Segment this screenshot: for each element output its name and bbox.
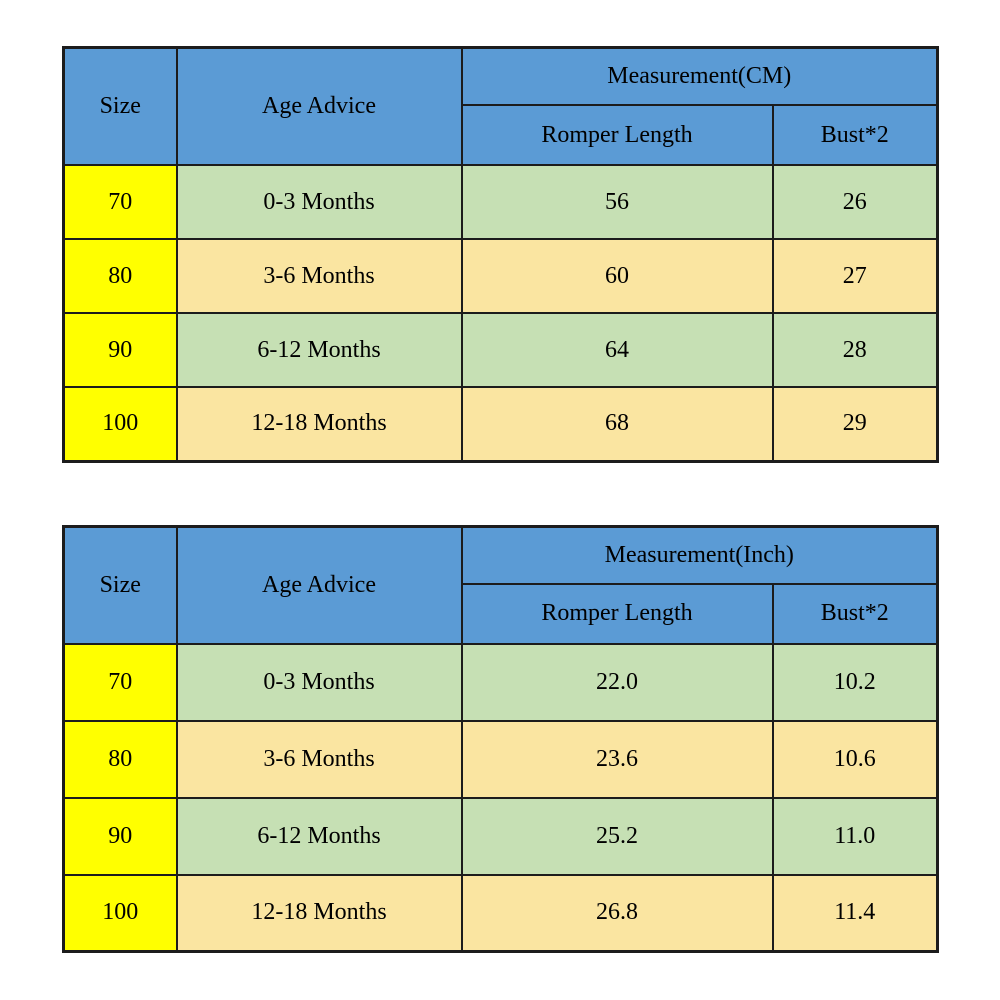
table-row: 90 6-12 Months 64 28 [62,312,939,388]
size-cell: 90 [62,796,178,876]
length-cell: 25.2 [460,796,774,876]
age-advice-header: Age Advice [175,46,463,166]
bust-cell: 26 [771,164,939,240]
size-cell: 80 [62,238,178,314]
size-cell: 100 [62,386,178,462]
romper-length-header: Romper Length [460,582,774,645]
age-cell: 6-12 Months [175,796,463,876]
length-cell: 68 [460,386,774,462]
table-row: 100 12-18 Months 68 29 [62,386,939,462]
bust-cell: 11.0 [771,796,939,876]
age-cell: 6-12 Months [175,312,463,388]
bust-cell: 29 [771,386,939,462]
age-cell: 3-6 Months [175,719,463,799]
length-cell: 22.0 [460,642,774,722]
bust-cell: 11.4 [771,873,939,953]
age-cell: 12-18 Months [175,386,463,462]
size-chart-table-inch: Size Age Advice Measurement(Inch) Romper… [62,524,939,953]
measurement-cm-header: Measurement(CM) [460,46,939,106]
bust-header: Bust*2 [771,104,939,166]
age-cell: 0-3 Months [175,164,463,240]
size-header: Size [62,46,178,166]
table-row: 80 3-6 Months 60 27 [62,238,939,314]
table-row: 90 6-12 Months 25.2 11.0 [62,796,939,876]
romper-length-header: Romper Length [460,104,774,166]
size-cell: 70 [62,642,178,722]
table-row: 70 0-3 Months 22.0 10.2 [62,642,939,722]
table-row: 70 0-3 Months 56 26 [62,164,939,240]
length-cell: 64 [460,312,774,388]
size-header: Size [62,525,178,645]
bust-cell: 28 [771,312,939,388]
bust-cell: 10.6 [771,719,939,799]
size-cell: 80 [62,719,178,799]
table-row: 80 3-6 Months 23.6 10.6 [62,719,939,799]
bust-cell: 27 [771,238,939,314]
age-cell: 3-6 Months [175,238,463,314]
length-cell: 56 [460,164,774,240]
size-chart-table-cm: Size Age Advice Measurement(CM) Romper L… [62,46,940,463]
age-advice-header: Age Advice [175,525,463,645]
length-cell: 23.6 [460,719,774,799]
length-cell: 60 [460,238,774,314]
age-cell: 0-3 Months [175,642,463,722]
bust-header: Bust*2 [771,582,939,645]
size-cell: 70 [62,164,178,240]
measurement-inch-header: Measurement(Inch) [460,525,939,585]
age-cell: 12-18 Months [175,873,463,953]
bust-cell: 10.2 [771,642,939,722]
length-cell: 26.8 [460,873,774,953]
size-cell: 100 [62,873,178,953]
table-row: 100 12-18 Months 26.8 11.4 [62,873,939,953]
size-cell: 90 [62,312,178,388]
